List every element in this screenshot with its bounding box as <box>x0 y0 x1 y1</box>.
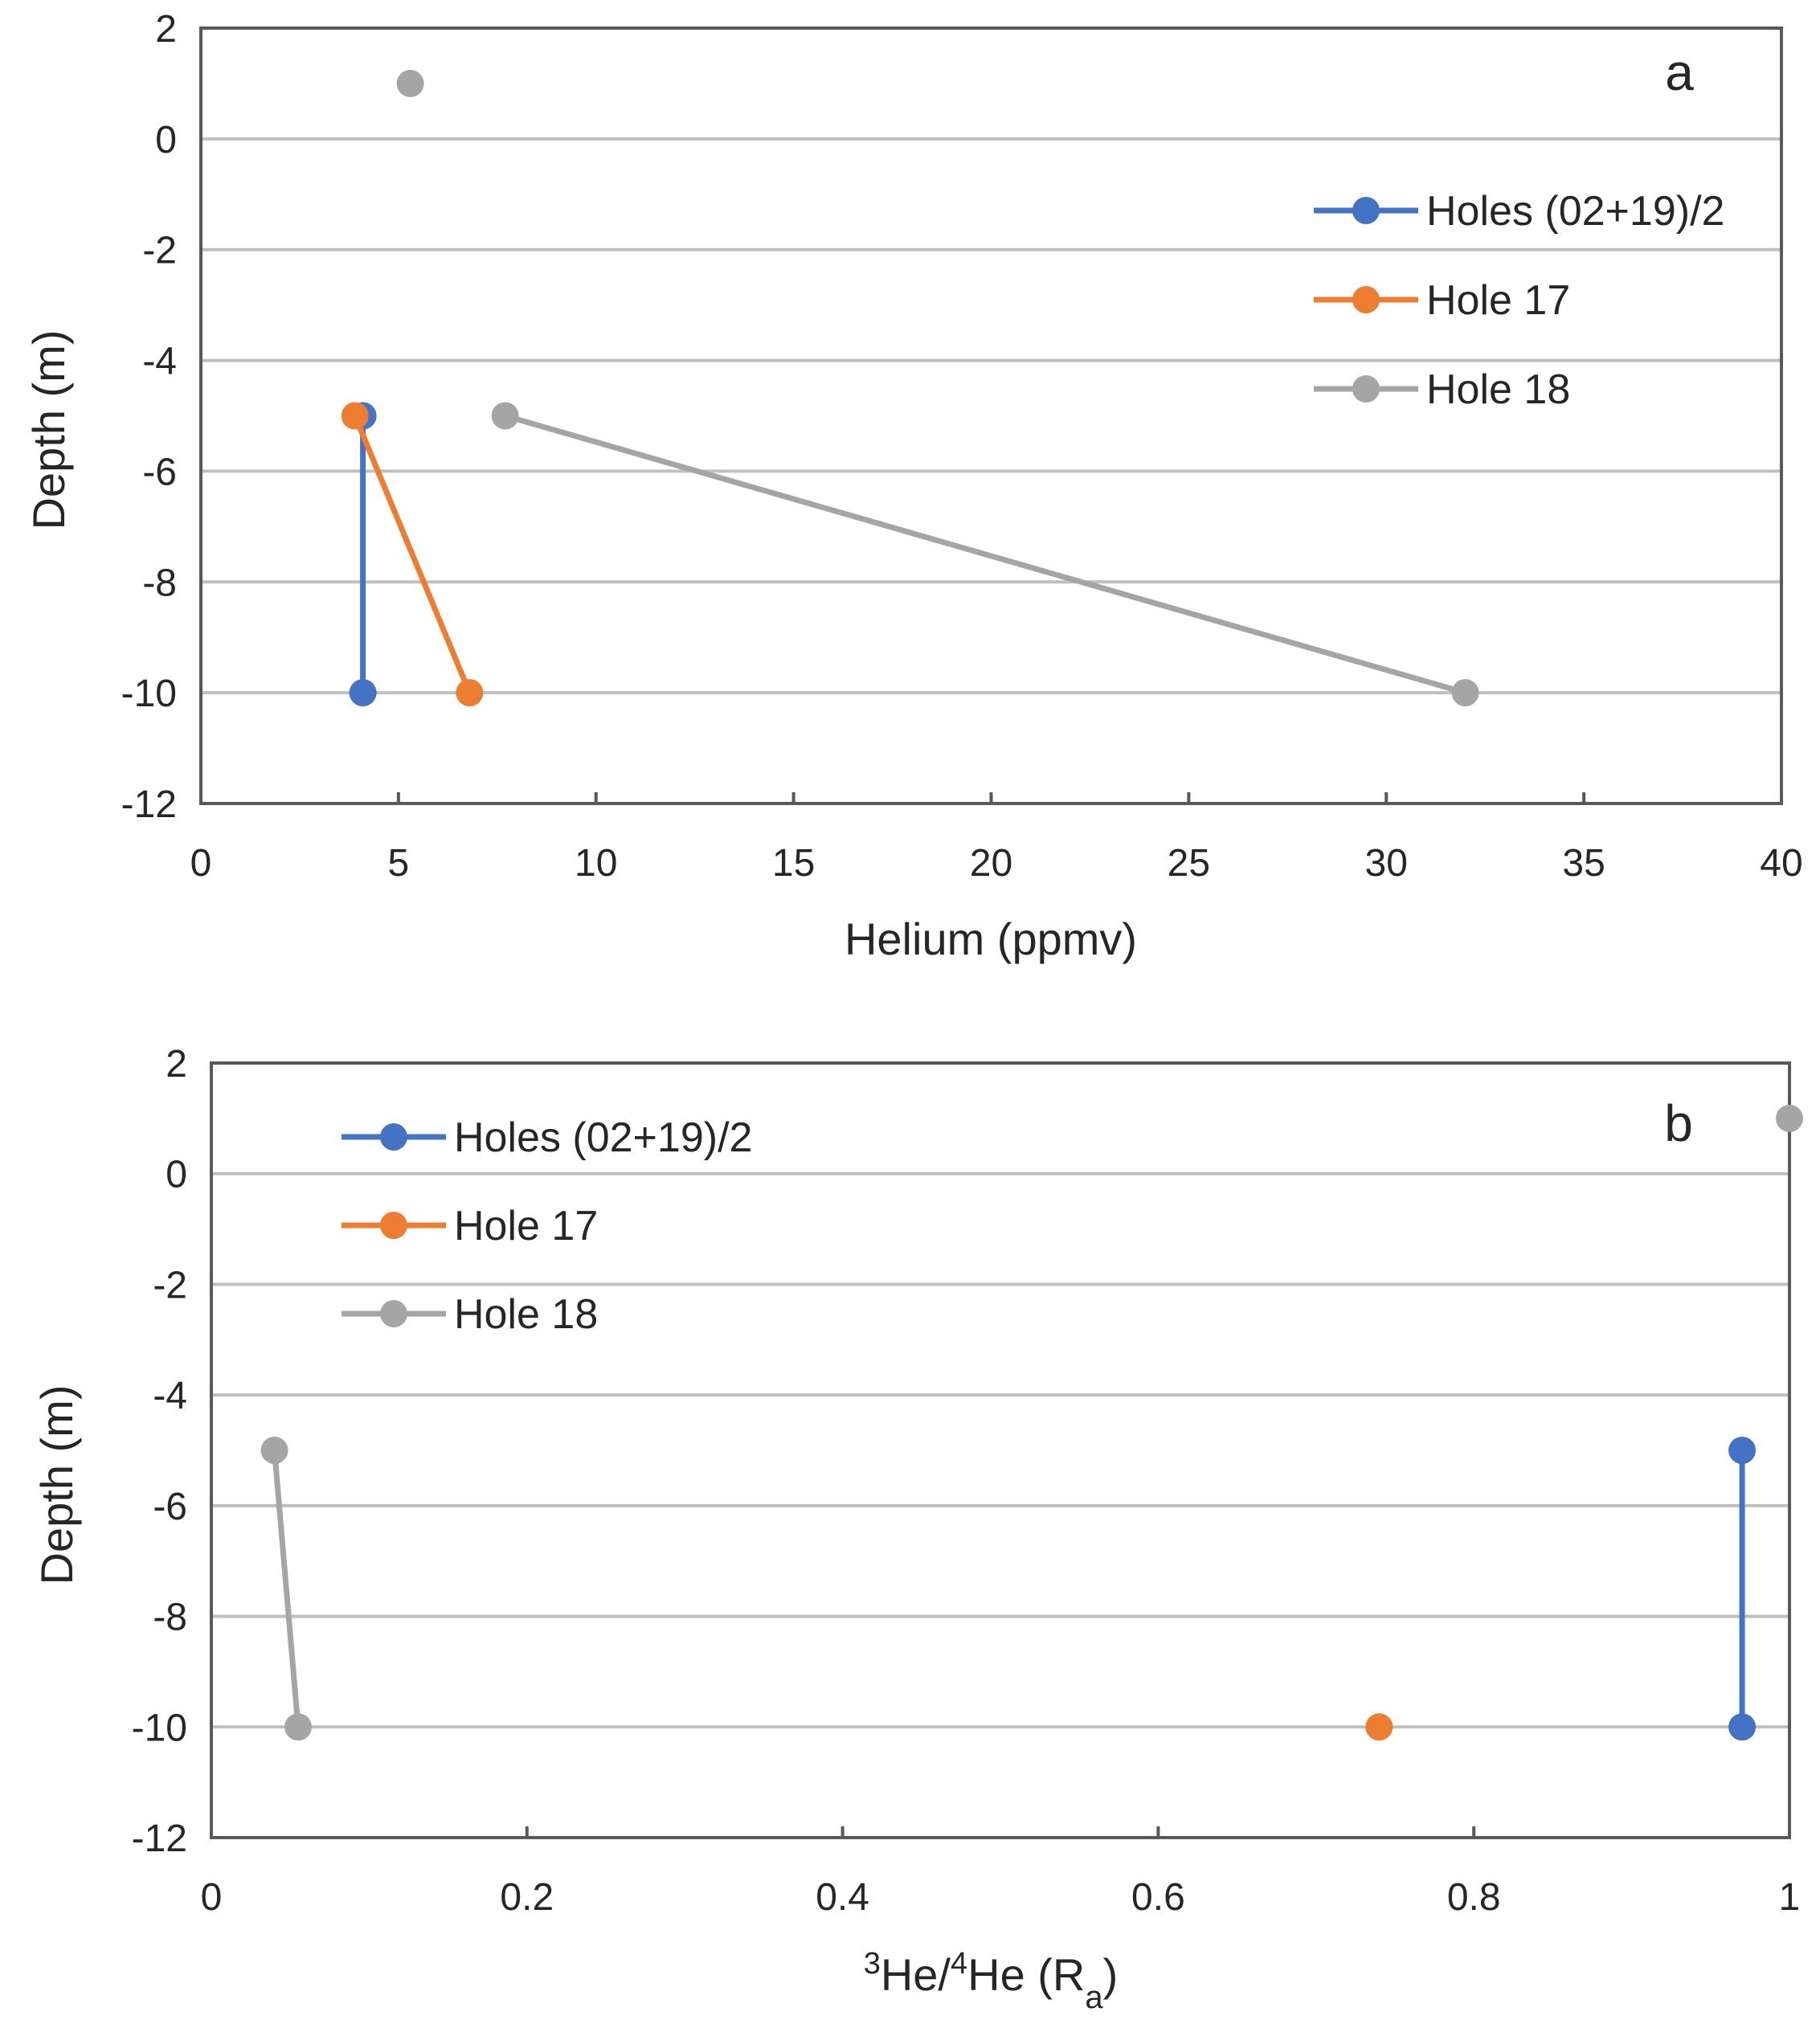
y-tick-label: -2 <box>142 230 177 272</box>
panel-b-x-axis-title: 3He/4He (Ra) <box>864 1947 1119 2015</box>
legend-item-hole-18: Hole 18 <box>342 1291 598 1338</box>
y-tick-label: -2 <box>153 1264 187 1306</box>
legend-label: Holes (02+19)/2 <box>1426 188 1724 235</box>
x-tick-label: 35 <box>1562 842 1605 885</box>
y-tick-label: -4 <box>142 341 177 383</box>
panel-b-series <box>260 1104 1803 1741</box>
y-tick-label: -10 <box>121 673 177 715</box>
y-tick-label: -12 <box>132 1818 187 1860</box>
series-line <box>504 413 1466 696</box>
panel-b-plot-area <box>210 1061 1791 1839</box>
x-tick-label: 0.2 <box>500 1876 554 1919</box>
legend-item-hole-17: Hole 17 <box>1314 277 1570 324</box>
panel-a-y-ticks: 2 0 -2 -4 -6 -8 -10 -12 <box>121 8 177 826</box>
legend-label: Hole 18 <box>454 1291 598 1338</box>
y-tick-label: 0 <box>155 119 177 162</box>
x-tick-label: 0.8 <box>1447 1876 1501 1919</box>
legend-label: Holes (02+19)/2 <box>454 1114 752 1161</box>
x-tick-label: 0.4 <box>816 1876 869 1919</box>
x-title-sub-a: a <box>1085 1980 1103 2015</box>
legend-label: Hole 18 <box>1426 366 1570 413</box>
data-point <box>349 679 377 707</box>
y-tick-label: 2 <box>166 1043 187 1086</box>
x-tick-label: 15 <box>772 842 815 885</box>
data-point <box>396 69 424 97</box>
panel-a: 20-2-4-6-8-10-12 0 5 10 15 20 25 30 35 40 a Heli… <box>23 8 1803 964</box>
legend-swatch-marker <box>1352 197 1380 224</box>
panel-a-plot-area <box>199 27 1783 805</box>
data-point <box>284 1713 313 1741</box>
x-title-he-r: He (R <box>967 1949 1085 2000</box>
data-point <box>260 1437 288 1464</box>
legend-swatch-marker <box>380 1123 407 1151</box>
panel-b-label: b <box>1664 1094 1693 1152</box>
panel-a-legend: Holes (02+19)/2 Hole 17 Hole 18 <box>1314 188 1724 413</box>
panel-a-x-ticks: 0 5 10 15 20 25 30 35 40 <box>190 792 1803 885</box>
series-line <box>272 1450 301 1728</box>
panel-a-x-axis-title: Helium (ppmv) <box>845 914 1137 964</box>
y-tick-label: -8 <box>142 562 177 604</box>
data-point <box>1728 1437 1757 1464</box>
x-title-sup-4: 4 <box>951 1947 967 1981</box>
x-tick-label: 20 <box>970 842 1012 885</box>
x-tick-label: 1 <box>1779 1876 1801 1919</box>
data-point <box>491 402 519 430</box>
legend-item-holes-02-19: Holes (02+19)/2 <box>1314 188 1724 235</box>
y-tick-label: -8 <box>153 1597 187 1639</box>
legend-swatch-marker <box>1352 286 1380 313</box>
legend-label: Hole 17 <box>1426 277 1570 324</box>
x-tick-label: 5 <box>388 842 410 885</box>
panel-b-y-ticks: 2 0 -2 -4 -6 -8 -10 -12 <box>132 1043 187 1860</box>
x-title-he-slash: He/ <box>881 1949 951 2000</box>
legend-swatch-marker <box>380 1212 407 1239</box>
panel-b-gridlines <box>211 1172 1789 1729</box>
data-point <box>341 402 369 430</box>
data-point <box>1451 679 1479 707</box>
panel-b-legend: Holes (02+19)/2 Hole 17 Hole 18 <box>342 1114 752 1338</box>
y-tick-label: 0 <box>166 1154 187 1196</box>
x-tick-label: 0 <box>190 842 212 885</box>
x-tick-label: 25 <box>1168 842 1210 885</box>
x-title-close: ) <box>1103 1949 1119 2000</box>
legend-swatch-marker <box>380 1300 407 1327</box>
panel-b: 20-2-4-6-8-10-12 0 0.2 0.4 0.6 0.8 1 b 3He/4H… <box>31 1043 1803 2015</box>
x-tick-label: 0.6 <box>1131 1876 1185 1919</box>
data-point <box>1728 1713 1757 1741</box>
series-line <box>352 415 472 694</box>
x-title-sup-3: 3 <box>864 1947 881 1981</box>
y-tick-label: -6 <box>153 1486 187 1528</box>
x-tick-label: 30 <box>1365 842 1408 885</box>
y-tick-label: 2 <box>155 8 177 51</box>
panel-a-series <box>341 69 1479 707</box>
y-tick-label: -4 <box>153 1375 187 1417</box>
legend-label: Hole 17 <box>454 1203 598 1249</box>
data-point <box>456 679 484 707</box>
x-tick-label: 0 <box>201 1876 223 1919</box>
x-tick-label: 10 <box>575 842 617 885</box>
panel-a-y-axis-title: Depth (m) <box>23 330 74 530</box>
legend-item-hole-17: Hole 17 <box>342 1203 598 1249</box>
legend-item-hole-18: Hole 18 <box>1314 366 1570 413</box>
x-tick-label: 40 <box>1760 842 1802 885</box>
y-tick-label: -10 <box>132 1707 187 1749</box>
y-tick-label: -12 <box>121 783 177 826</box>
data-point <box>1776 1104 1803 1132</box>
panel-b-y-axis-title: Depth (m) <box>31 1385 82 1585</box>
data-point <box>1365 1713 1393 1741</box>
panel-a-label: a <box>1665 43 1694 101</box>
panel-b-x-ticks: 0 0.2 0.4 0.6 0.8 1 <box>201 1826 1801 1919</box>
y-tick-label: -6 <box>142 451 177 493</box>
legend-swatch-marker <box>1352 375 1380 403</box>
legend-item-holes-02-19: Holes (02+19)/2 <box>342 1114 752 1161</box>
